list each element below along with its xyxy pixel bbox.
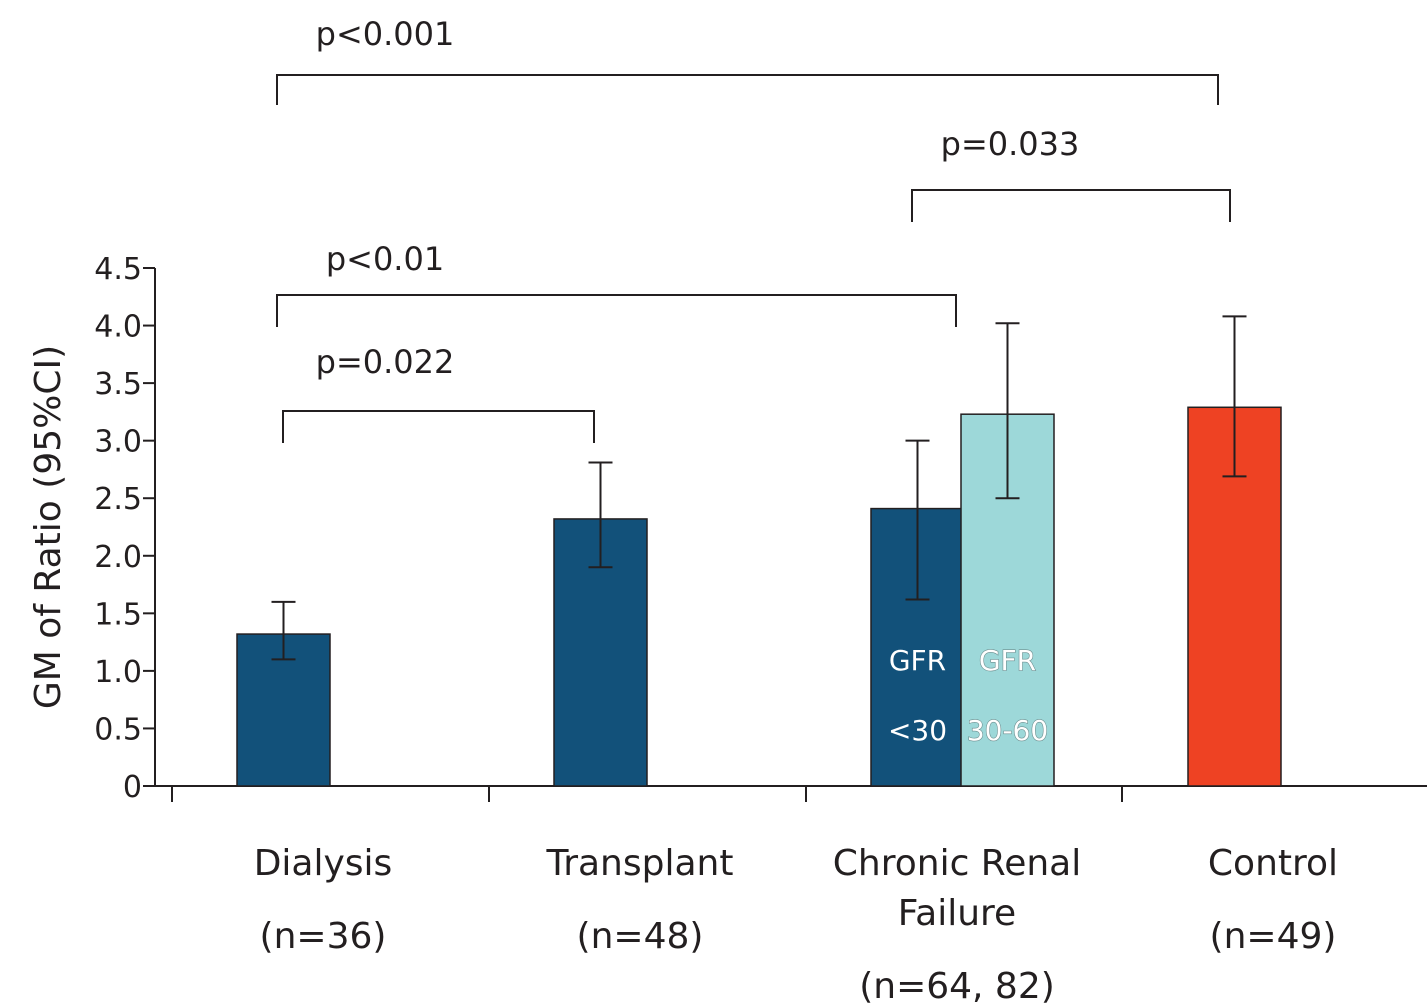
- significance-bracket: [911, 189, 1231, 222]
- bar-inner-label: <30: [888, 714, 947, 747]
- bar-inner-label: GFR: [979, 644, 1036, 677]
- category-label-transplant: (n=48): [577, 916, 704, 957]
- category-label-transplant: Transplant: [546, 843, 734, 884]
- y-tick-label: 2.0: [94, 540, 142, 575]
- category-label-dialysis: Dialysis: [254, 843, 393, 884]
- p-value-label: p<0.001: [316, 15, 455, 53]
- p-value-label: p<0.01: [326, 240, 444, 278]
- category-label-dialysis: (n=36): [260, 916, 387, 957]
- y-tick-label: 2.5: [94, 482, 142, 517]
- p-value-label: p=0.022: [316, 343, 455, 381]
- category-label-control: Control: [1208, 843, 1338, 884]
- significance-bracket: [282, 410, 595, 443]
- axes: 0 0.5 1.0 1.5 2.0 2.5 3.0 3.5 4.0 4.5 GM of Ratio …: [28, 252, 1427, 805]
- category-label-crf: Failure: [898, 893, 1016, 934]
- category-label-control: (n=49): [1210, 916, 1337, 957]
- labels: GFR <30 GFR 30-60 Dialysis (n=36) Transplant (n…: [254, 643, 1338, 1004]
- y-tick-label: 0: [123, 770, 142, 805]
- y-tick-label: 3.0: [94, 425, 142, 460]
- error-bars: [271, 315, 1247, 661]
- category-label-crf: Chronic Renal: [833, 843, 1081, 884]
- y-axis-title: GM of Ratio (95%CI): [28, 345, 69, 709]
- y-tick-label: 1.0: [94, 655, 142, 690]
- y-tick-label: 0.5: [94, 712, 142, 747]
- y-tick-label: 4.5: [94, 252, 142, 287]
- bars: [236, 406, 1282, 787]
- bar-inner-label: GFR: [889, 644, 946, 677]
- p-value-label: p=0.033: [941, 125, 1080, 163]
- significance-brackets: p<0.001 p=0.033 p<0.01 p=0.022: [276, 15, 1231, 443]
- y-tick-label: 4.0: [94, 310, 142, 345]
- y-tick-label: 3.5: [94, 367, 142, 402]
- significance-bracket: [276, 294, 957, 327]
- bar-inner-label: 30-60: [967, 714, 1048, 747]
- category-label-crf: (n=64, 82): [859, 966, 1055, 1004]
- significance-bracket: [276, 74, 1219, 105]
- y-tick-label: 1.5: [94, 597, 142, 632]
